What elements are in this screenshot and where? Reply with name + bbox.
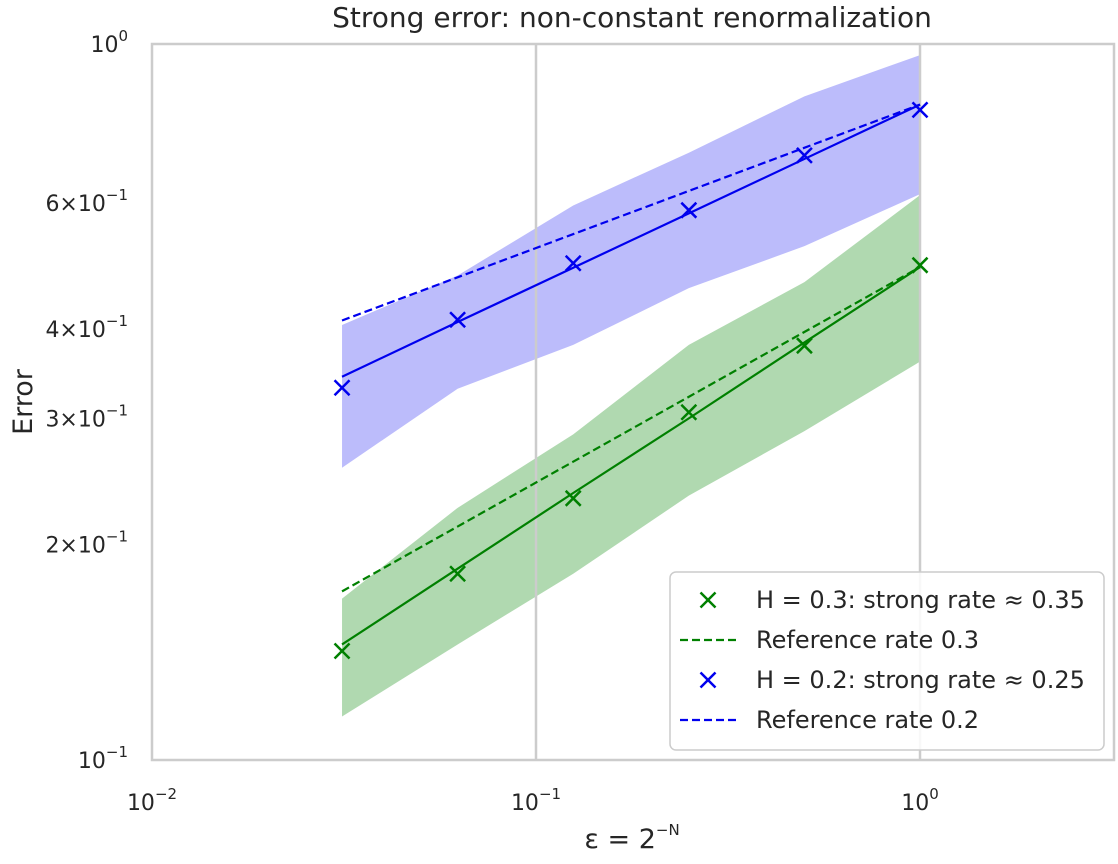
data-point-s0-5 xyxy=(911,256,929,274)
legend-marker-0 xyxy=(699,591,717,609)
data-point-s0-3 xyxy=(680,403,698,421)
y-tick-base-2: 4×10 xyxy=(45,318,105,343)
x-tick-exp-1: −1 xyxy=(539,785,561,803)
data-point-s0-4-stroke-b xyxy=(796,337,813,355)
x-tick-base-1: 10 xyxy=(511,791,539,816)
y-tick-base-4: 2×10 xyxy=(45,533,105,558)
y-tick-exp-3: −1 xyxy=(106,401,128,419)
plot-frame xyxy=(150,42,1116,762)
fit-line-0 xyxy=(341,266,921,646)
x-tick-exp-0: −2 xyxy=(155,785,177,803)
fit-line-1 xyxy=(341,103,921,378)
data-point-s0-5-stroke-b xyxy=(911,256,929,274)
legend-marker-2-stroke-b xyxy=(699,671,717,689)
x-tick-label-1: 10−1 xyxy=(511,785,561,816)
x-tick-label-2: 100 xyxy=(901,785,939,816)
data-point-s0-0 xyxy=(333,642,351,660)
data-point-s0-3-stroke-b xyxy=(680,403,698,421)
chart-title: Strong error: non-constant renormalizati… xyxy=(332,1,932,34)
legend-label-2: H = 0.2: strong rate ≈ 0.25 xyxy=(756,666,1085,694)
y-tick-base-3: 3×10 xyxy=(45,407,105,432)
y-tick-exp-0: 0 xyxy=(118,27,128,45)
data-point-s1-2 xyxy=(564,254,582,272)
y-tick-label-5: 10−1 xyxy=(78,743,128,774)
y-tick-base-5: 10 xyxy=(78,749,106,774)
y-tick-label-1: 6×10−1 xyxy=(45,186,128,217)
data-point-s1-5 xyxy=(911,101,929,119)
x-tick-base-2: 10 xyxy=(901,791,929,816)
y-tick-exp-5: −1 xyxy=(106,743,128,761)
y-tick-base-1: 6×10 xyxy=(45,192,105,217)
data-point-s1-3 xyxy=(680,201,698,219)
data-point-s1-1-stroke-b xyxy=(449,311,467,329)
y-tick-base-0: 10 xyxy=(90,33,118,58)
y-tick-label-4: 2×10−1 xyxy=(45,527,128,558)
data-point-s1-1 xyxy=(449,311,467,329)
x-axis-label: ε = 2−N xyxy=(584,821,679,855)
data-point-s1-5-stroke-b xyxy=(911,101,929,119)
data-point-s0-4 xyxy=(796,337,813,355)
y-tick-label-0: 100 xyxy=(90,27,128,58)
x-tick-label-0: 10−2 xyxy=(127,785,177,816)
legend-box xyxy=(669,571,1105,751)
y-tick-exp-4: −1 xyxy=(106,527,128,545)
x-axis-label-exponent: −N xyxy=(656,821,680,839)
series-lines xyxy=(341,103,921,646)
reference-line-1 xyxy=(341,103,921,322)
data-point-s1-4 xyxy=(796,146,813,164)
legend-label-1: Reference rate 0.3 xyxy=(756,626,979,654)
y-tick-exp-1: −1 xyxy=(106,186,128,204)
series-markers xyxy=(333,101,929,660)
legend-marker-2 xyxy=(699,671,717,689)
data-point-s0-2 xyxy=(564,489,582,507)
data-point-s1-0 xyxy=(333,379,351,397)
y-tick-label-3: 3×10−1 xyxy=(45,401,128,432)
data-point-s1-0-stroke-b xyxy=(333,379,351,397)
legend: H = 0.3: strong rate ≈ 0.35 Reference rat… xyxy=(669,571,1105,751)
x-axis-ticks: 10−2 10−1 100 xyxy=(127,785,939,816)
x-tick-exp-2: 0 xyxy=(929,785,939,803)
data-point-s0-2-stroke-b xyxy=(564,489,582,507)
reference-line-0 xyxy=(341,266,921,593)
data-point-s0-1 xyxy=(449,565,467,583)
data-point-s0-1-stroke-b xyxy=(449,565,467,583)
data-point-s0-0-stroke-b xyxy=(333,642,351,660)
legend-label-3: Reference rate 0.2 xyxy=(756,706,979,734)
data-point-s1-4-stroke-b xyxy=(796,146,813,164)
legend-label-0: H = 0.3: strong rate ≈ 0.35 xyxy=(756,586,1085,614)
legend-marker-0-stroke-b xyxy=(699,591,717,609)
y-tick-label-2: 4×10−1 xyxy=(45,312,128,343)
x-axis-label-base: ε = 2 xyxy=(584,824,656,855)
y-tick-exp-2: −1 xyxy=(106,312,128,330)
data-point-s1-2-stroke-b xyxy=(564,254,582,272)
data-point-s1-3-stroke-b xyxy=(680,201,698,219)
x-tick-base-0: 10 xyxy=(127,791,155,816)
y-axis-label: Error xyxy=(8,368,39,435)
